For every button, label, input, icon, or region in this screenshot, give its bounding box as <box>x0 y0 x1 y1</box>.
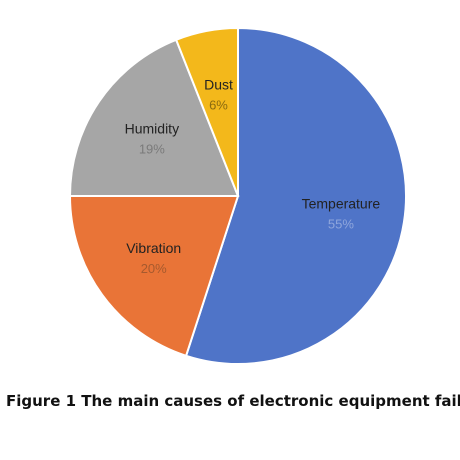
slice-label-dust: Dust <box>204 77 233 93</box>
pie-chart: Temperature 55% Vibration 20% Humidity 19% Dus… <box>68 26 407 365</box>
pie-slice-vibration <box>68 195 240 358</box>
pie-slice-dust <box>174 26 239 197</box>
pie-slice-temperature <box>184 26 407 365</box>
slice-label-humidity: Humidity <box>125 120 179 136</box>
slice-percent-vibration: 20% <box>141 261 167 276</box>
figure-caption: Figure 1 The main causes of electronic e… <box>6 392 460 410</box>
slice-percent-dust: 6% <box>209 98 228 113</box>
slice-label-vibration: Vibration <box>126 240 181 256</box>
slice-label-temperature: Temperature <box>302 195 381 211</box>
slice-percent-humidity: 19% <box>139 141 165 156</box>
pie-slice-humidity <box>68 38 240 197</box>
pie-labels: Temperature 55% Vibration 20% Humidity 19% Dus… <box>125 77 381 277</box>
slice-percent-temperature: 55% <box>328 216 354 231</box>
pie-slices <box>68 26 407 365</box>
